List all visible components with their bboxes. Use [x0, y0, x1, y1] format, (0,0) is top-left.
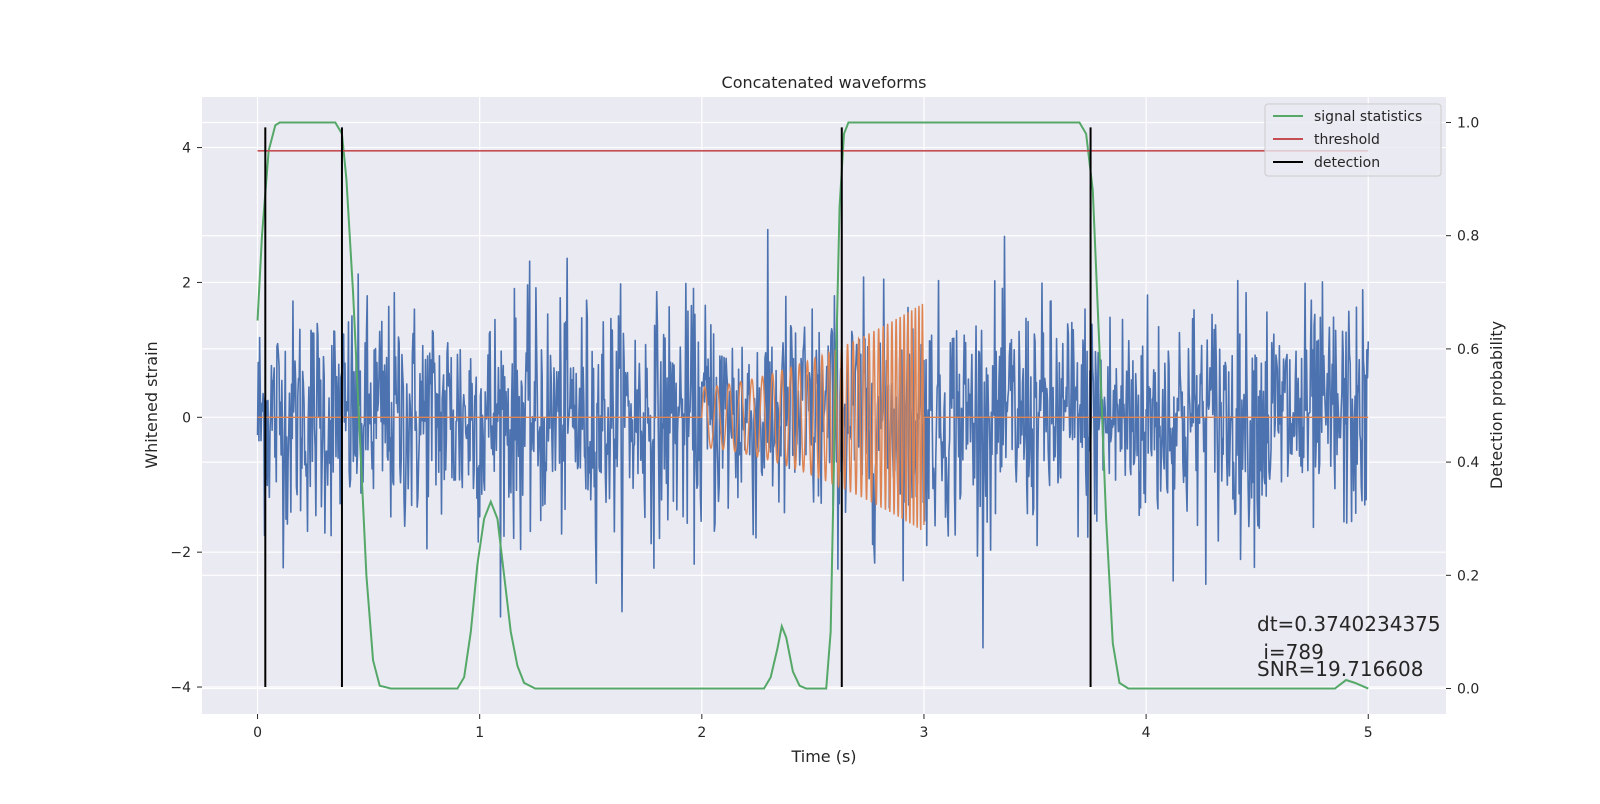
x-tick-label: 0	[253, 725, 262, 741]
y2-tick-label: 1.0	[1457, 115, 1479, 131]
x-tick-label: 1	[475, 725, 484, 741]
y2-tick-label: 0.2	[1457, 568, 1479, 584]
x-tick-label: 2	[697, 725, 706, 741]
y-tick-label: 2	[182, 275, 191, 291]
y-tick-label: 0	[182, 410, 191, 426]
x-tick-label: 5	[1364, 725, 1373, 741]
y-tick-label: 4	[182, 141, 191, 157]
annotation-dt: dt=0.3740234375	[1257, 612, 1441, 636]
y-tick-label: −4	[170, 680, 191, 696]
strain-series	[256, 228, 1370, 649]
x-axis-label: Time (s)	[790, 747, 856, 766]
x-tick-label: 3	[920, 725, 929, 741]
y2-tick-label: 0.4	[1457, 455, 1479, 471]
signal-statistics-line	[256, 121, 1369, 690]
legend-label-statistics: signal statistics	[1314, 109, 1422, 125]
legend-label-detection: detection	[1314, 155, 1380, 171]
y2-tick-label: 0.8	[1457, 229, 1479, 245]
y-axis-label: Whitened strain	[142, 341, 161, 468]
y2-axis-label: Detection probability	[1487, 321, 1506, 489]
data-layer	[256, 121, 1370, 690]
legend-label-threshold: threshold	[1314, 132, 1380, 148]
legend: signal statistics threshold detection	[1264, 103, 1442, 177]
template-series	[257, 303, 1369, 530]
chart-title: Concatenated waveforms	[722, 73, 927, 92]
annotation-snr: SNR=19.716608	[1257, 657, 1423, 681]
y-tick-label: −2	[170, 545, 191, 561]
y2-tick-label: 0.0	[1457, 682, 1479, 698]
y2-tick-label: 0.6	[1457, 342, 1479, 358]
legend-box	[1264, 103, 1442, 177]
x-tick-label: 4	[1142, 725, 1151, 741]
axes-layer: 0 1 2 3 4 5 −4 −2 0 2 4 0.0 0.2 0.4 0.6 0.8 1.0	[170, 115, 1479, 741]
annotation-i: i=789	[1257, 640, 1324, 664]
